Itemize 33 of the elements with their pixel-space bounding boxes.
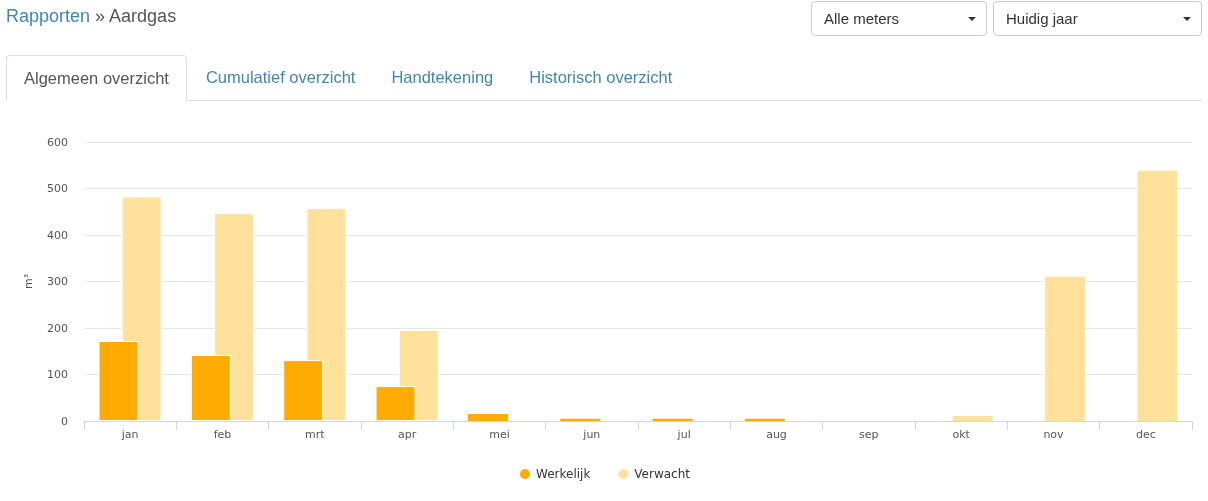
y-tick-label: 200 <box>47 321 68 335</box>
tab-label: Historisch overzicht <box>529 68 673 86</box>
bar <box>952 415 993 421</box>
legend-label: Verwacht <box>634 467 691 481</box>
x-tick-label: apr <box>398 428 417 441</box>
x-tick-label: jan <box>120 428 139 441</box>
x-tick-label: nov <box>1043 428 1065 441</box>
dropdown: Huidig jaar <box>993 1 1202 36</box>
x-tick-label: mei <box>489 428 510 441</box>
legend-label: Werkelijk <box>536 467 591 481</box>
y-tick-label: 100 <box>47 368 68 381</box>
bar <box>467 414 508 421</box>
x-tick-label: mrt <box>305 428 326 441</box>
x-tick-label: jun <box>582 428 601 441</box>
x-tick-label: jul <box>676 428 691 441</box>
tab-label: Algemeen overzicht <box>24 69 169 87</box>
bar <box>1137 170 1178 421</box>
y-tick-label: 500 <box>47 182 68 195</box>
y-tick-label: 600 <box>47 135 68 149</box>
chart-title: Rapporten » Aardgas <box>6 6 177 27</box>
x-tick-label: dec <box>1135 428 1156 441</box>
y-tick-label: 400 <box>47 228 68 242</box>
tab-label: Handtekening <box>391 68 494 86</box>
y-tick-label: 0 <box>61 414 68 428</box>
x-tick-label: sep <box>859 428 879 441</box>
x-tick-label: okt <box>952 428 971 441</box>
tab-label: Cumulatief overzicht <box>205 68 356 86</box>
dropdown: Alle meters <box>811 1 987 36</box>
y-tick-label: 300 <box>47 275 68 288</box>
x-tick-label: feb <box>213 428 232 441</box>
bar <box>1045 276 1086 421</box>
y-axis-title: m³ <box>22 273 35 290</box>
x-tick-label: aug <box>766 428 787 441</box>
